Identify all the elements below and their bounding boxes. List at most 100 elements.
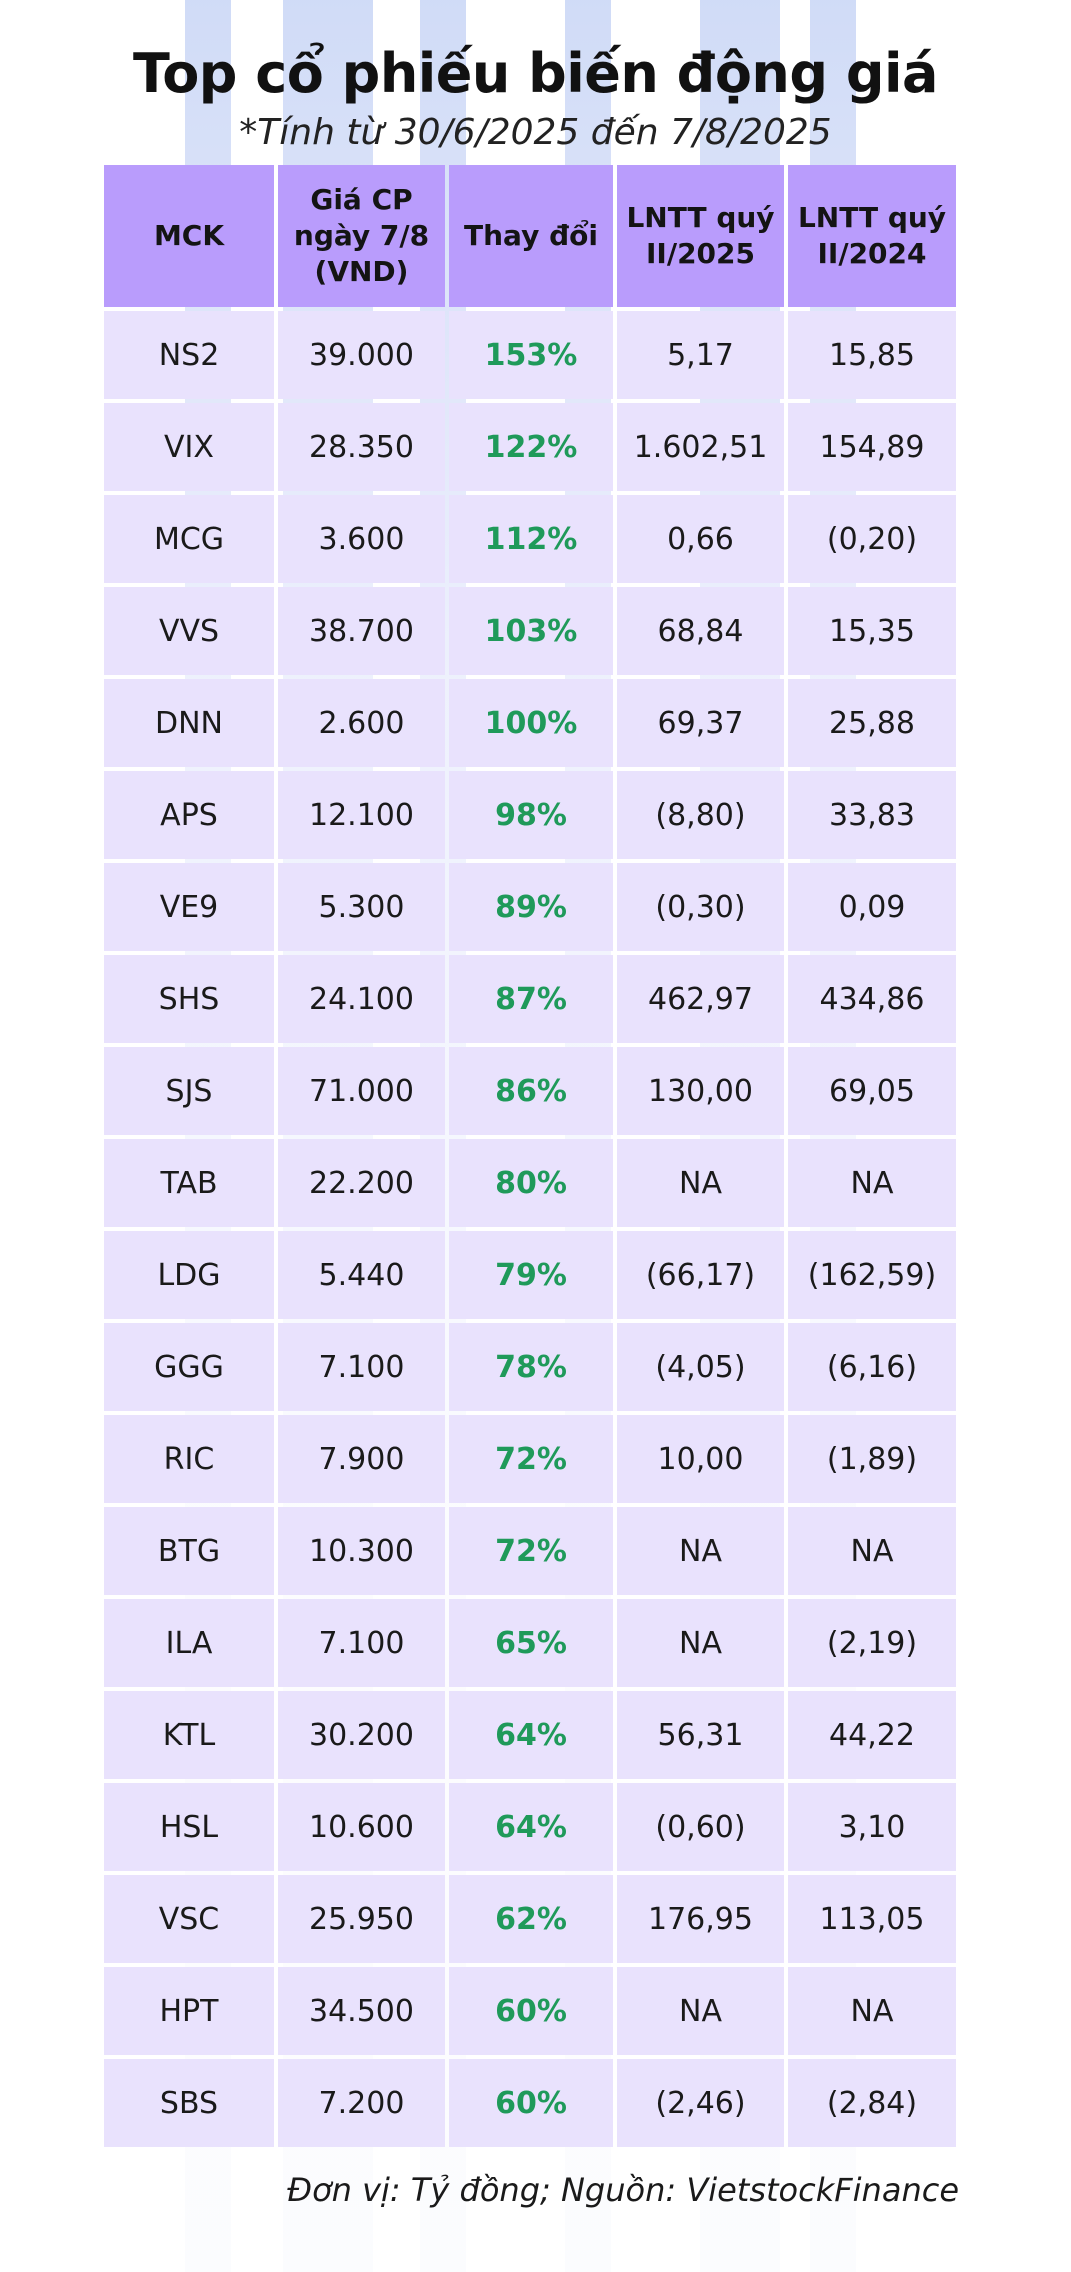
change-cell: 103% xyxy=(449,587,613,675)
table-cell: 15,35 xyxy=(788,587,956,675)
table-cell: (8,80) xyxy=(617,771,784,859)
change-cell: 112% xyxy=(449,495,613,583)
table-row: DNN 2.600 100% 69,37 25,88 xyxy=(104,679,966,771)
change-cell: 87% xyxy=(449,955,613,1043)
column-header: LNTT quý II/2025 xyxy=(617,165,784,307)
change-cell: 78% xyxy=(449,1323,613,1411)
table-row: SJS 71.000 86% 130,00 69,05 xyxy=(104,1047,966,1139)
table-cell: 5.440 xyxy=(278,1231,445,1319)
table-row: SBS 7.200 60% (2,46) (2,84) xyxy=(104,2059,966,2151)
table-cell: (162,59) xyxy=(788,1231,956,1319)
table-row: RIC 7.900 72% 10,00 (1,89) xyxy=(104,1415,966,1507)
table-row: HPT 34.500 60% NA NA xyxy=(104,1967,966,2059)
change-cell: 65% xyxy=(449,1599,613,1687)
table-cell: NA xyxy=(788,1967,956,2055)
table-cell: DNN xyxy=(104,679,274,767)
table-cell: (1,89) xyxy=(788,1415,956,1503)
table-cell: 5,17 xyxy=(617,311,784,399)
table-cell: 22.200 xyxy=(278,1139,445,1227)
table-cell: NA xyxy=(617,1599,784,1687)
table-cell: VIX xyxy=(104,403,274,491)
table-cell: 3,10 xyxy=(788,1783,956,1871)
change-cell: 64% xyxy=(449,1783,613,1871)
table-cell: (0,20) xyxy=(788,495,956,583)
column-header: Thay đổi xyxy=(449,165,613,307)
change-cell: 100% xyxy=(449,679,613,767)
table-cell: 0,66 xyxy=(617,495,784,583)
change-cell: 79% xyxy=(449,1231,613,1319)
table-row: KTL 30.200 64% 56,31 44,22 xyxy=(104,1691,966,1783)
price-change-table: MCK Giá CP ngày 7/8 (VND) Thay đổi LNTT quý… xyxy=(104,165,966,2151)
table-cell: 34.500 xyxy=(278,1967,445,2055)
change-cell: 60% xyxy=(449,1967,613,2055)
table-cell: 44,22 xyxy=(788,1691,956,1779)
table-row: GGG 7.100 78% (4,05) (6,16) xyxy=(104,1323,966,1415)
table-cell: NA xyxy=(617,1507,784,1595)
table-header-row: MCK Giá CP ngày 7/8 (VND) Thay đổi LNTT quý… xyxy=(104,165,966,311)
table-cell: 56,31 xyxy=(617,1691,784,1779)
table-row: ILA 7.100 65% NA (2,19) xyxy=(104,1599,966,1691)
column-header: Giá CP ngày 7/8 (VND) xyxy=(278,165,445,307)
table-cell: NA xyxy=(617,1139,784,1227)
change-cell: 72% xyxy=(449,1415,613,1503)
table-cell: 10.600 xyxy=(278,1783,445,1871)
table-row: APS 12.100 98% (8,80) 33,83 xyxy=(104,771,966,863)
table-cell: (0,60) xyxy=(617,1783,784,1871)
table-cell: 7.200 xyxy=(278,2059,445,2147)
table-cell: KTL xyxy=(104,1691,274,1779)
change-cell: 86% xyxy=(449,1047,613,1135)
table-cell: 68,84 xyxy=(617,587,784,675)
table-cell: 25.950 xyxy=(278,1875,445,1963)
header: Top cổ phiếu biến động giá *Tính từ 30/6… xyxy=(0,38,1071,156)
table-cell: 0,09 xyxy=(788,863,956,951)
table-cell: 462,97 xyxy=(617,955,784,1043)
table-cell: 71.000 xyxy=(278,1047,445,1135)
table-cell: 33,83 xyxy=(788,771,956,859)
table-row: BTG 10.300 72% NA NA xyxy=(104,1507,966,1599)
table-cell: NS2 xyxy=(104,311,274,399)
table-row: HSL 10.600 64% (0,60) 3,10 xyxy=(104,1783,966,1875)
table-cell: 28.350 xyxy=(278,403,445,491)
table-cell: 25,88 xyxy=(788,679,956,767)
table-cell: 7.100 xyxy=(278,1323,445,1411)
table-cell: (4,05) xyxy=(617,1323,784,1411)
table-cell: NA xyxy=(788,1507,956,1595)
change-cell: 122% xyxy=(449,403,613,491)
table-cell: 176,95 xyxy=(617,1875,784,1963)
table-cell: 24.100 xyxy=(278,955,445,1043)
table-row: VVS 38.700 103% 68,84 15,35 xyxy=(104,587,966,679)
change-cell: 62% xyxy=(449,1875,613,1963)
table-row: VIX 28.350 122% 1.602,51 154,89 xyxy=(104,403,966,495)
table-cell: GGG xyxy=(104,1323,274,1411)
table-cell: 15,85 xyxy=(788,311,956,399)
change-cell: 153% xyxy=(449,311,613,399)
table-cell: 10.300 xyxy=(278,1507,445,1595)
table-cell: RIC xyxy=(104,1415,274,1503)
column-header: MCK xyxy=(104,165,274,307)
table-cell: LDG xyxy=(104,1231,274,1319)
table-cell: ILA xyxy=(104,1599,274,1687)
table-cell: (2,84) xyxy=(788,2059,956,2147)
table-cell: (0,30) xyxy=(617,863,784,951)
table-cell: HSL xyxy=(104,1783,274,1871)
table-row: TAB 22.200 80% NA NA xyxy=(104,1139,966,1231)
table-cell: 5.300 xyxy=(278,863,445,951)
table-cell: VE9 xyxy=(104,863,274,951)
table-cell: 113,05 xyxy=(788,1875,956,1963)
change-cell: 89% xyxy=(449,863,613,951)
table-cell: NA xyxy=(788,1139,956,1227)
table-cell: APS xyxy=(104,771,274,859)
table-cell: 7.100 xyxy=(278,1599,445,1687)
table-cell: 3.600 xyxy=(278,495,445,583)
table-cell: MCG xyxy=(104,495,274,583)
table-cell: 69,05 xyxy=(788,1047,956,1135)
change-cell: 98% xyxy=(449,771,613,859)
table-row: LDG 5.440 79% (66,17) (162,59) xyxy=(104,1231,966,1323)
table-cell: TAB xyxy=(104,1139,274,1227)
table-cell: 7.900 xyxy=(278,1415,445,1503)
table-cell: BTG xyxy=(104,1507,274,1595)
table-cell: 2.600 xyxy=(278,679,445,767)
change-cell: 72% xyxy=(449,1507,613,1595)
table-row: NS2 39.000 153% 5,17 15,85 xyxy=(104,311,966,403)
table-cell: SJS xyxy=(104,1047,274,1135)
